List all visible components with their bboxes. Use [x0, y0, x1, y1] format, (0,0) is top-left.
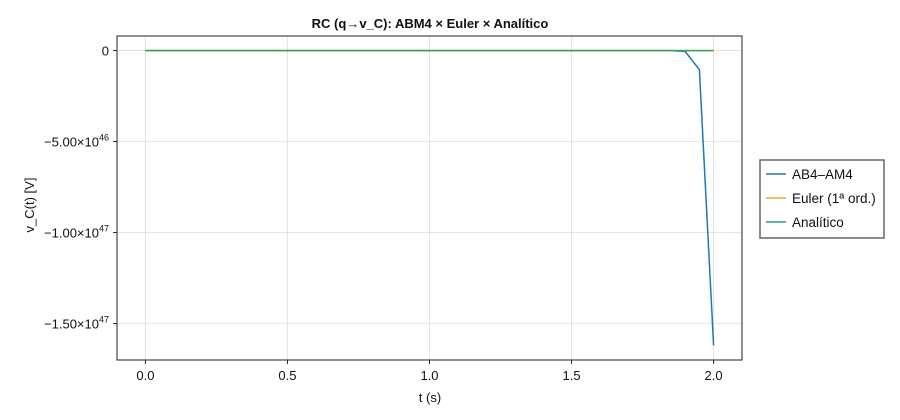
y-tick-mantissa: −1.50×10: [44, 317, 99, 332]
chart-title: RC (q→v_C): ABM4 × Euler × Analítico: [312, 16, 549, 31]
x-tick-label: 1.0: [420, 368, 438, 383]
legend: AB4–AM4 Euler (1ª ord.) Analítico: [759, 159, 885, 239]
y-tick-exponent: 47: [99, 224, 109, 234]
legend-box: [759, 159, 885, 239]
y-axis-label: v_C(t) [V]: [22, 178, 37, 233]
y-tick-label: 0: [102, 44, 109, 59]
y-tick-exponent: 47: [99, 315, 109, 325]
x-tick-label: 2.0: [705, 368, 723, 383]
series-layer: [145, 49, 715, 346]
x-tick-label: 0.5: [278, 368, 296, 383]
y-tick-mantissa: −1.00×10: [44, 226, 99, 241]
y-tick-exponent: 46: [99, 133, 109, 143]
legend-items: AB4–AM4 Euler (1ª ord.) Analítico: [766, 167, 876, 230]
legend-entry-label: AB4–AM4: [792, 167, 853, 182]
legend-entry-label: Euler (1ª ord.): [792, 191, 876, 206]
y-tick-label: −1.50×1047: [44, 315, 109, 332]
x-axis-label: t (s): [419, 390, 441, 405]
x-axis-ticks: 0.0 0.5 1.0 1.5 2.0: [136, 360, 723, 383]
x-tick-label: 0.0: [136, 368, 154, 383]
y-tick-label: −5.00×1046: [44, 133, 109, 150]
x-tick-label: 1.5: [563, 368, 581, 383]
legend-entry-label: Analítico: [792, 215, 844, 230]
y-tick-label: −1.00×1047: [44, 224, 109, 241]
y-tick-mantissa: −5.00×10: [44, 135, 99, 150]
grid-lines: [117, 36, 742, 360]
y-axis-ticks: 0−5.00×1046−1.00×1047−1.50×1047: [44, 44, 117, 332]
y-tick-mantissa: 0: [102, 44, 109, 59]
